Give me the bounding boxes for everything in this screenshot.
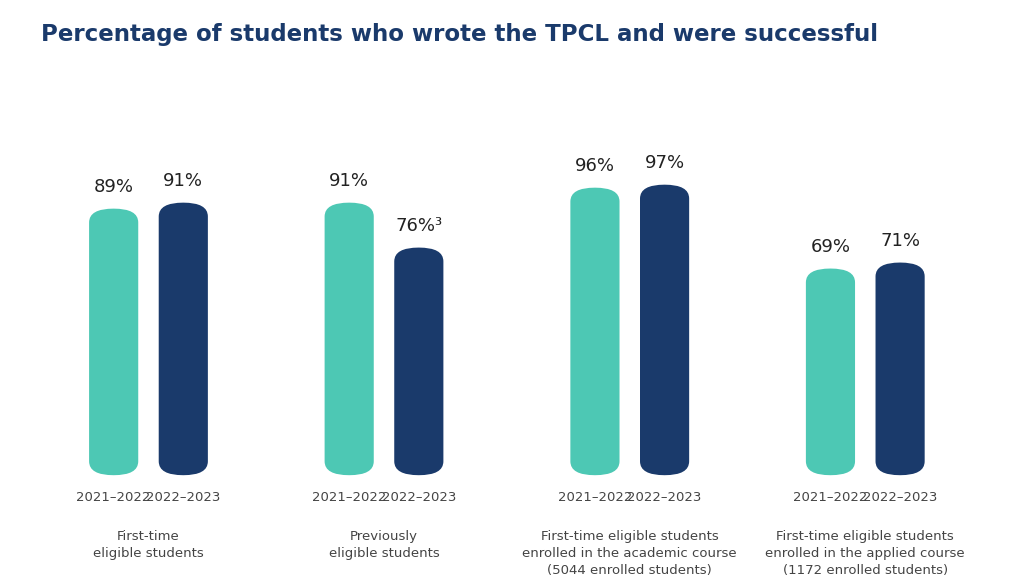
Text: 76%³: 76%³ bbox=[395, 217, 442, 235]
Text: First-time eligible students
enrolled in the academic course
(5044 enrolled stud: First-time eligible students enrolled in… bbox=[522, 530, 737, 576]
Text: Percentage of students who wrote the TPCL and were successful: Percentage of students who wrote the TPC… bbox=[41, 23, 878, 46]
FancyBboxPatch shape bbox=[640, 185, 689, 475]
Text: 96%: 96% bbox=[574, 157, 615, 175]
FancyBboxPatch shape bbox=[89, 209, 138, 475]
FancyBboxPatch shape bbox=[806, 268, 855, 475]
Text: 89%: 89% bbox=[93, 178, 134, 196]
Text: First-time
eligible students: First-time eligible students bbox=[93, 530, 204, 560]
Text: 91%: 91% bbox=[329, 172, 370, 190]
FancyBboxPatch shape bbox=[876, 263, 925, 475]
Text: Previously
eligible students: Previously eligible students bbox=[329, 530, 439, 560]
FancyBboxPatch shape bbox=[325, 203, 374, 475]
FancyBboxPatch shape bbox=[394, 248, 443, 475]
Text: 2022–2023: 2022–2023 bbox=[628, 491, 701, 505]
Text: 2021–2022: 2021–2022 bbox=[558, 491, 632, 505]
Text: 2021–2022: 2021–2022 bbox=[312, 491, 386, 505]
Text: 2021–2022: 2021–2022 bbox=[794, 491, 867, 505]
FancyBboxPatch shape bbox=[159, 203, 208, 475]
Text: First-time eligible students
enrolled in the applied course
(1172 enrolled stude: First-time eligible students enrolled in… bbox=[766, 530, 965, 576]
Text: 2022–2023: 2022–2023 bbox=[863, 491, 937, 505]
Text: 71%: 71% bbox=[880, 232, 921, 250]
Text: 2022–2023: 2022–2023 bbox=[146, 491, 220, 505]
FancyBboxPatch shape bbox=[570, 188, 620, 475]
Text: 69%: 69% bbox=[810, 238, 851, 256]
Text: 97%: 97% bbox=[644, 154, 685, 172]
Text: 91%: 91% bbox=[163, 172, 204, 190]
Text: 2022–2023: 2022–2023 bbox=[382, 491, 456, 505]
Text: 2021–2022: 2021–2022 bbox=[77, 491, 151, 505]
